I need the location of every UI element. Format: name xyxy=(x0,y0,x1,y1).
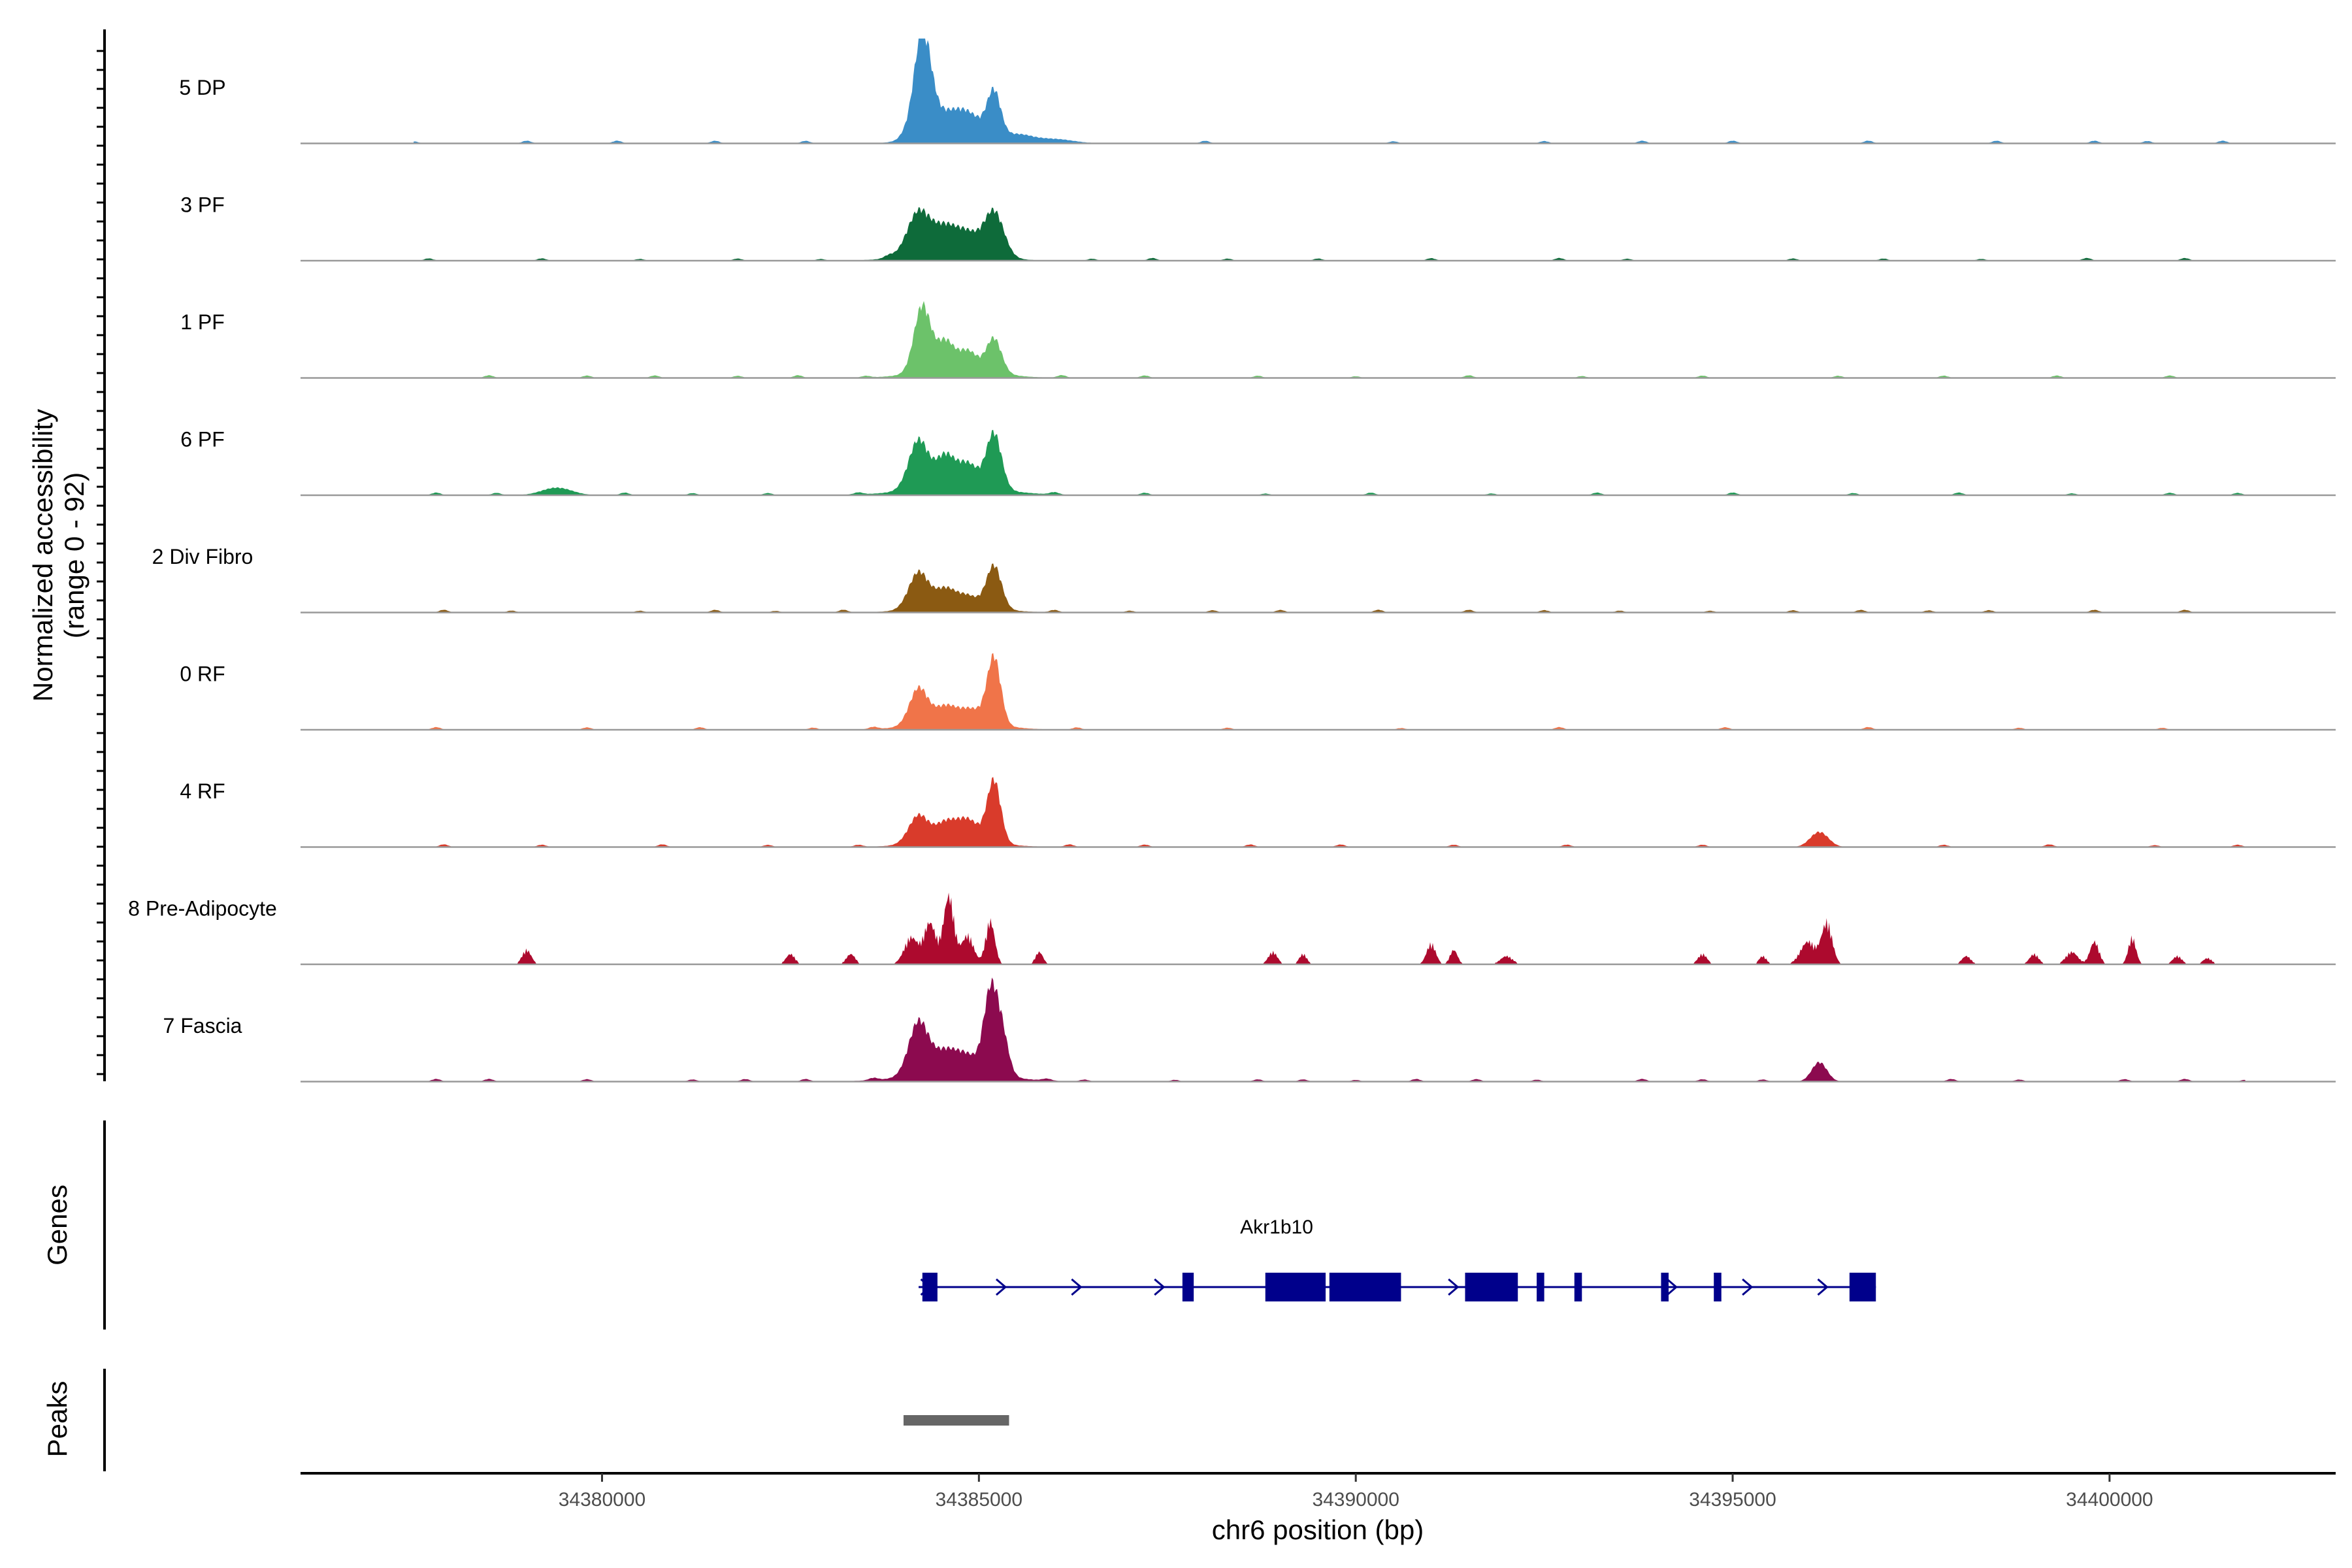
gene-name-label: Akr1b10 xyxy=(1240,1217,1313,1238)
strand-arrow-icon xyxy=(995,1278,1007,1296)
track-2-div-fibro: 2 Div Fibro xyxy=(152,545,2336,613)
gene-exon xyxy=(1329,1273,1401,1301)
track-label: 1 PF xyxy=(180,310,225,334)
strand-arrow-icon xyxy=(1666,1278,1678,1296)
track-1-pf: 1 PF xyxy=(180,301,2336,379)
gene-exon xyxy=(1574,1273,1582,1301)
gene-exon xyxy=(922,1273,938,1301)
track-7-fascia: 7 Fascia xyxy=(163,977,2336,1083)
gene-exon xyxy=(1714,1273,1722,1301)
peak-interval xyxy=(903,1415,1009,1426)
track-0-rf: 0 RF xyxy=(180,653,2336,731)
track-label: 4 RF xyxy=(180,779,225,803)
track-label: 5 DP xyxy=(179,76,225,99)
genes-track-title: Genes xyxy=(42,1184,73,1266)
x-axis-tick-label: 34400000 xyxy=(2066,1489,2153,1511)
gene-exon xyxy=(1849,1273,1876,1301)
track-signal xyxy=(414,653,2246,730)
track-signal xyxy=(414,301,2246,378)
gene-exon xyxy=(1661,1273,1669,1301)
gene-exon xyxy=(1182,1273,1194,1301)
gene-exon xyxy=(1265,1273,1326,1301)
track-label: 2 Div Fibro xyxy=(152,545,253,568)
x-axis-ticks: 34380000 34385000 34390000 34395000 34400000 xyxy=(559,1473,2153,1511)
track-signal xyxy=(414,207,2246,261)
y-axis-title-line1: Normalized accessibility xyxy=(27,409,58,702)
x-axis-tick-label: 34385000 xyxy=(936,1489,1022,1511)
track-signal xyxy=(414,777,2246,847)
strand-arrow-icon xyxy=(1154,1278,1166,1296)
accessibility-tracks: 5 DP 3 PF 1 PF 6 PF 2 Div Fibro 0 RF 4 RF 8 Pre… xyxy=(128,39,2336,1083)
track-6-pf: 6 PF xyxy=(180,428,2336,497)
track-4-rf: 4 RF xyxy=(180,777,2336,848)
strand-arrow-icon xyxy=(1817,1278,1829,1296)
gene-exon xyxy=(1537,1273,1544,1301)
gene-exon xyxy=(1465,1273,1518,1301)
x-axis-tick-label: 34380000 xyxy=(559,1489,645,1511)
track-8-pre-adipocyte: 8 Pre-Adipocyte xyxy=(128,892,2336,966)
track-signal xyxy=(414,39,2246,144)
peaks-track-title: Peaks xyxy=(42,1381,73,1458)
accessibility-y-axis xyxy=(97,29,106,1081)
gene-model: Akr1b10 xyxy=(919,1217,1876,1301)
y-axis-title-line2: (range 0 - 92) xyxy=(59,472,90,638)
track-label: 0 RF xyxy=(180,662,225,686)
strand-arrow-icon xyxy=(1071,1278,1083,1296)
track-signal xyxy=(414,430,2246,495)
x-axis-title: chr6 position (bp) xyxy=(1212,1514,1424,1545)
x-axis-tick-label: 34390000 xyxy=(1312,1489,1399,1511)
strand-arrow-icon xyxy=(1742,1278,1754,1296)
strand-arrow-icon xyxy=(1448,1278,1460,1296)
track-signal xyxy=(414,563,2246,613)
track-label: 7 Fascia xyxy=(163,1014,242,1037)
track-5-dp: 5 DP xyxy=(179,39,2336,144)
track-signal xyxy=(414,977,2246,1082)
accessibility-axis-ticks xyxy=(97,50,105,1075)
track-signal xyxy=(414,892,2246,964)
peak-intervals xyxy=(903,1415,1009,1426)
x-axis-tick-label: 34395000 xyxy=(1689,1489,1776,1511)
track-3-pf: 3 PF xyxy=(180,193,2336,262)
track-label: 6 PF xyxy=(180,428,225,451)
track-label: 3 PF xyxy=(180,193,225,217)
track-label: 8 Pre-Adipocyte xyxy=(128,897,277,921)
